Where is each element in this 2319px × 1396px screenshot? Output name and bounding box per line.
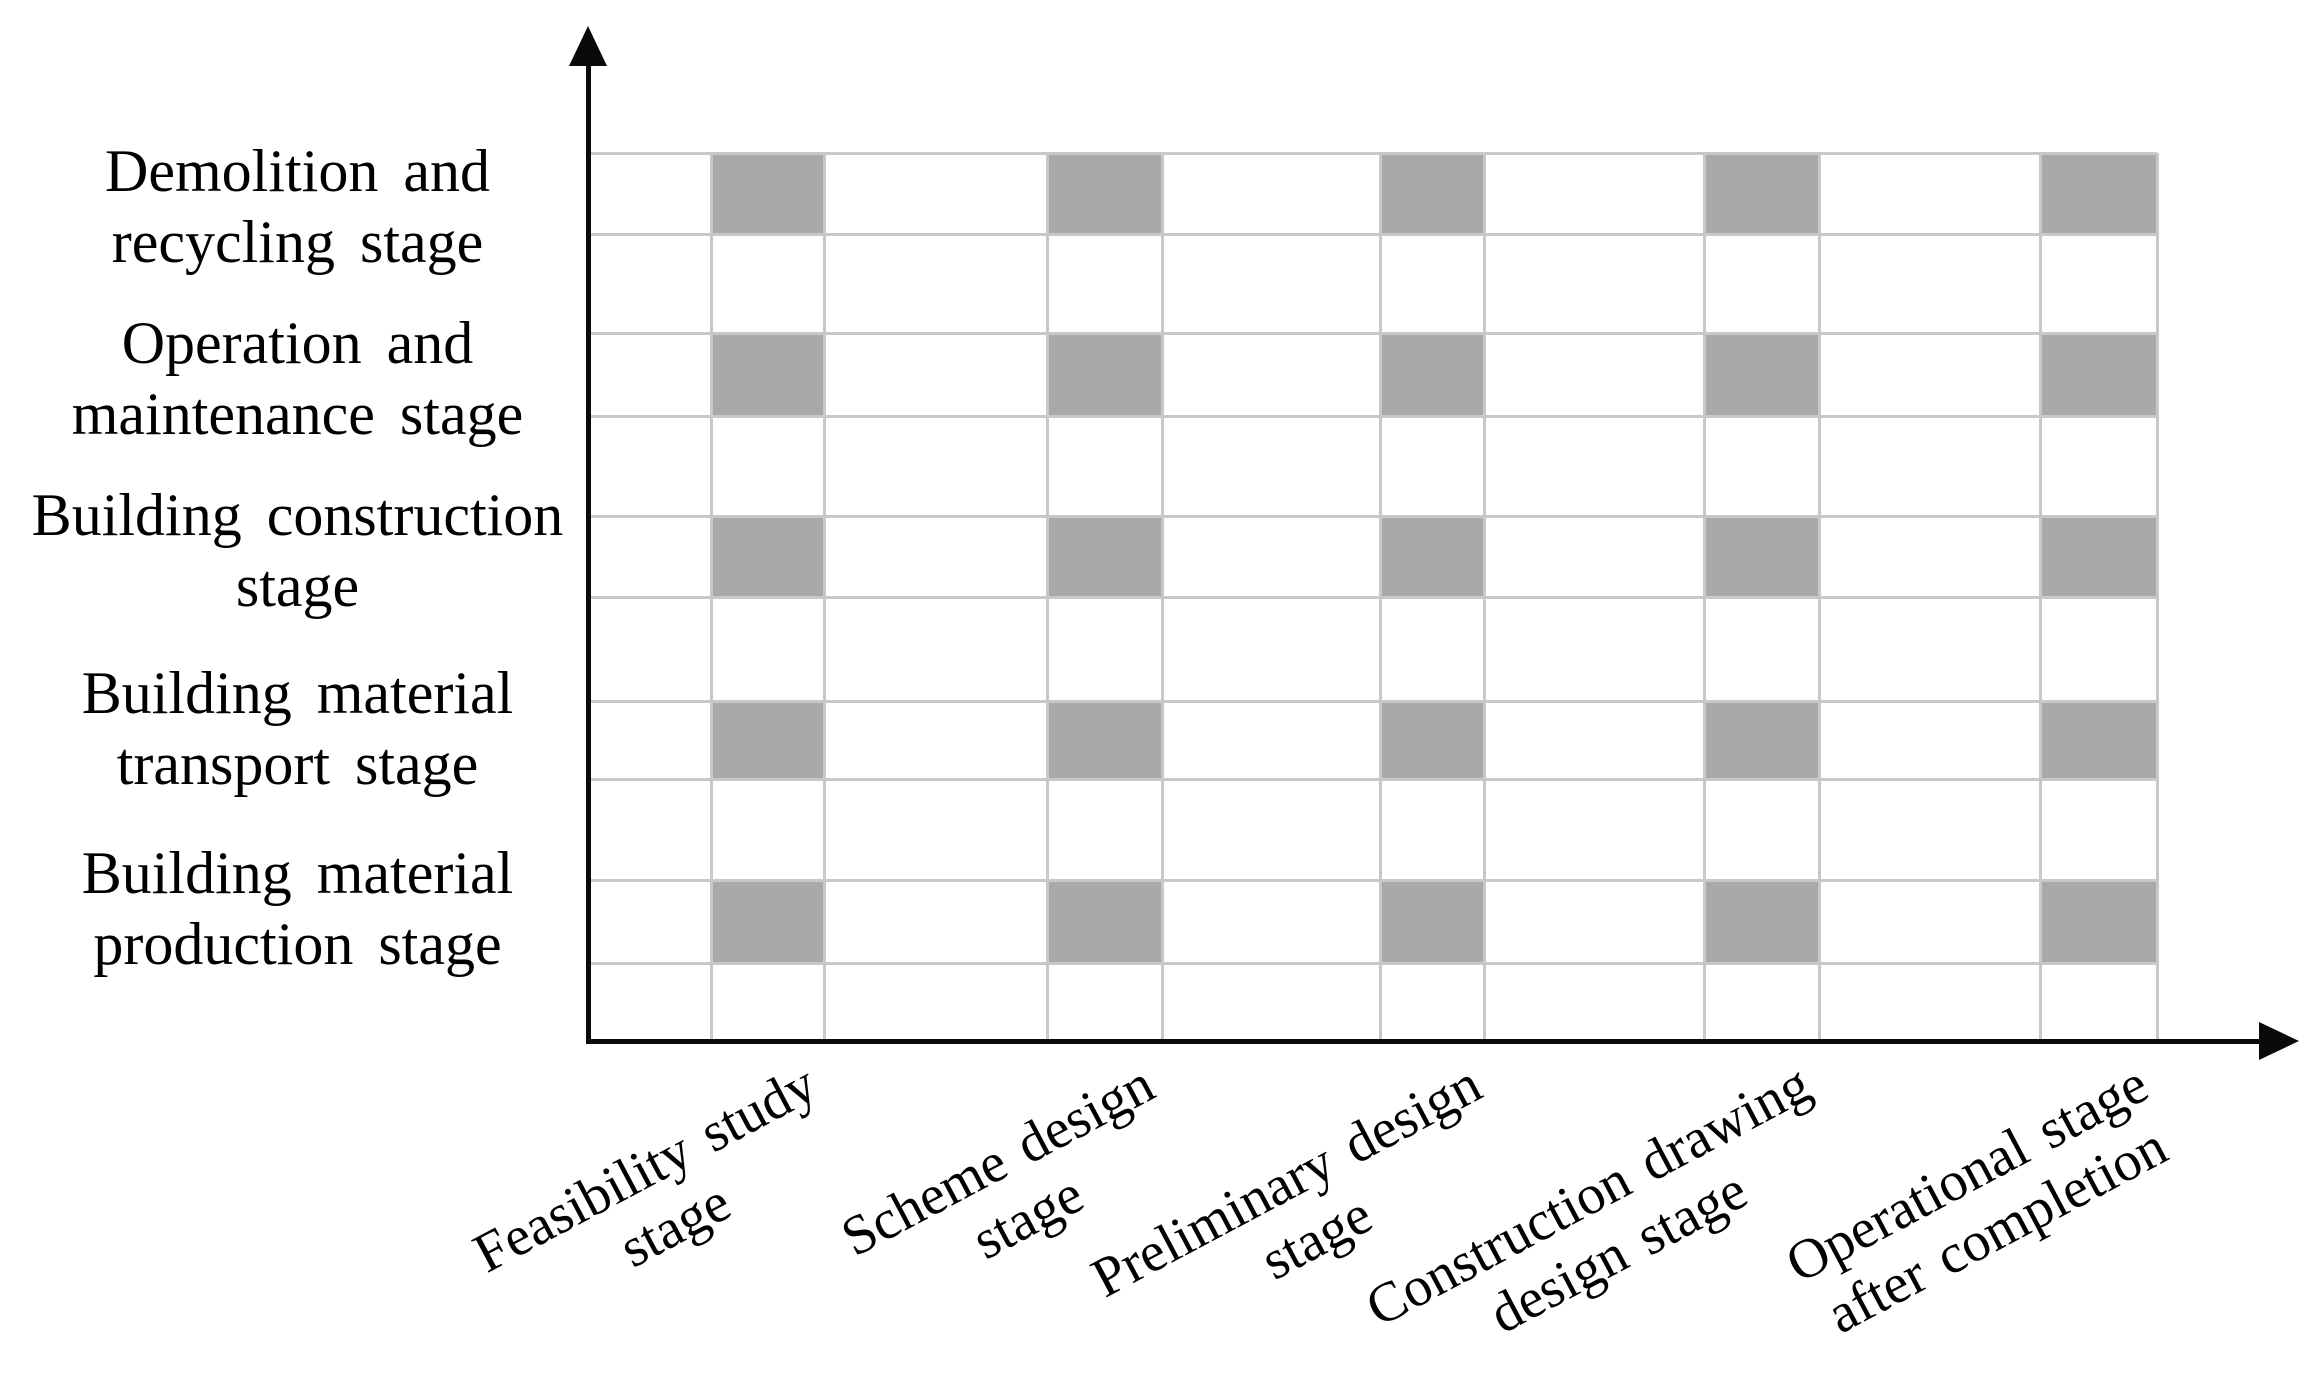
y-label-line: Operation and [121, 310, 474, 376]
x-axis-arrowhead-icon [2259, 1022, 2299, 1060]
vertical-gridline [2156, 153, 2159, 1041]
y-axis-label: Demolition and recycling stage [10, 136, 585, 278]
y-axis-label: Operation and maintenance stage [10, 308, 585, 450]
y-axis-line [586, 40, 591, 1043]
horizontal-gridline [588, 778, 2157, 781]
horizontal-gridline [588, 515, 2157, 518]
matrix-cell [1704, 516, 1819, 597]
matrix-cell [2040, 880, 2157, 963]
matrix-cell [1047, 701, 1162, 779]
vertical-gridline [1483, 153, 1486, 1041]
horizontal-gridline [588, 415, 2157, 418]
matrix-cell [1047, 516, 1162, 597]
y-label-line: recycling stage [111, 209, 484, 275]
matrix-cell [711, 516, 824, 597]
horizontal-gridline [588, 700, 2157, 703]
matrix-cell [2040, 333, 2157, 416]
plot-area [588, 152, 2159, 1041]
vertical-gridline [1703, 153, 1706, 1041]
matrix-cell [2040, 153, 2157, 234]
y-label-line: Building construction [31, 482, 564, 548]
y-label-line: maintenance stage [71, 381, 524, 447]
matrix-cell [1704, 880, 1819, 963]
matrix-cell [711, 153, 824, 234]
y-label-line: stage [235, 553, 360, 619]
y-label-line: Building material [81, 840, 514, 906]
y-axis-label: Building material production stage [10, 838, 585, 980]
vertical-gridline [823, 153, 826, 1041]
matrix-cell [1047, 333, 1162, 416]
vertical-gridline [1161, 153, 1164, 1041]
matrix-cell [1380, 701, 1484, 779]
vertical-gridline [2039, 153, 2042, 1041]
matrix-cell [1704, 701, 1819, 779]
y-axis-label: Building material transport stage [10, 658, 585, 800]
matrix-cell [1380, 333, 1484, 416]
vertical-gridline [1818, 153, 1821, 1041]
horizontal-gridline [588, 152, 2157, 155]
vertical-gridline [1046, 153, 1049, 1041]
x-axis-label: Feasibility study stage [463, 1052, 857, 1342]
y-label-line: production stage [93, 911, 502, 977]
horizontal-gridline [588, 332, 2157, 335]
y-label-line: Demolition and [105, 138, 490, 204]
matrix-cell [1047, 880, 1162, 963]
horizontal-gridline [588, 233, 2157, 236]
matrix-cell [1047, 153, 1162, 234]
vertical-gridline [710, 153, 713, 1041]
matrix-cell [711, 333, 824, 416]
vertical-gridline [1379, 153, 1382, 1041]
y-label-line: Building material [81, 660, 514, 726]
matrix-cell [1704, 153, 1819, 234]
y-label-line: transport stage [116, 731, 479, 797]
matrix-cell [711, 880, 824, 963]
x-axis-label: Operational stage after completion [1775, 1052, 2188, 1353]
matrix-cell [1380, 516, 1484, 597]
matrix-cell [2040, 701, 2157, 779]
x-axis-line [586, 1039, 2262, 1044]
matrix-cell [1380, 880, 1484, 963]
horizontal-gridline [588, 879, 2157, 882]
matrix-cell [2040, 516, 2157, 597]
y-axis-label: Building construction stage [10, 480, 585, 622]
y-axis-arrowhead-icon [569, 26, 607, 66]
horizontal-gridline [588, 596, 2157, 599]
matrix-cell [711, 701, 824, 779]
matrix-cell [1704, 333, 1819, 416]
matrix-cell [1380, 153, 1484, 234]
horizontal-gridline [588, 962, 2157, 965]
